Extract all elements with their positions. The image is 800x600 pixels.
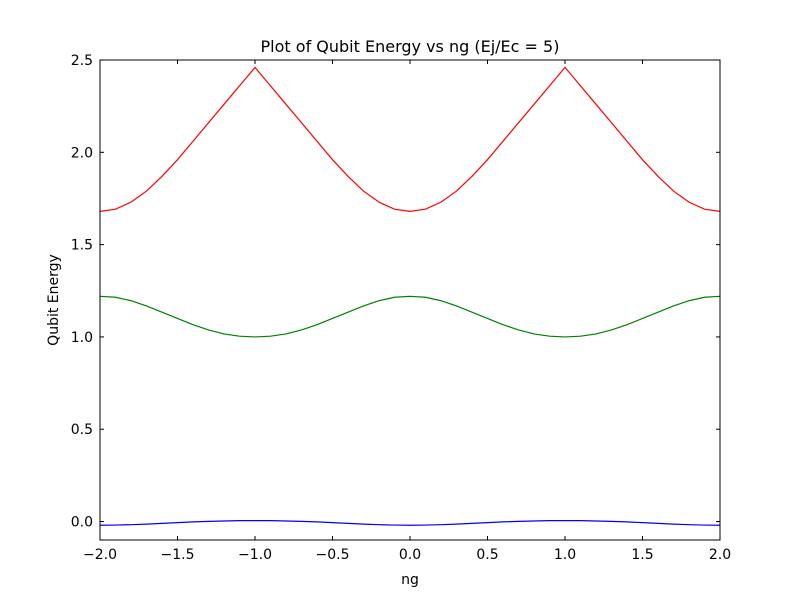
y-tick-label: 2.5 (71, 53, 93, 69)
x-tick-label: −1.5 (161, 547, 195, 563)
y-tick-label: 0.0 (71, 515, 93, 531)
x-tick-label: 1.0 (554, 547, 576, 563)
x-axis-label: ng (401, 572, 419, 588)
series-line-0 (99, 520, 721, 526)
x-tick-label: −0.5 (316, 547, 350, 563)
y-tick-label: 1.5 (71, 238, 93, 254)
x-tick-label: 2.0 (709, 547, 731, 563)
plot-area: −2.0 −1.5 −1.0 −0.5 0.0 0.5 1.0 1.5 2.0 0.0 0.5 1.0… (71, 53, 731, 563)
x-tick-label: −2.0 (83, 547, 117, 563)
x-tick-label: 0.5 (476, 547, 498, 563)
x-tick-label: −1.0 (238, 547, 272, 563)
x-tick-label: 0.0 (399, 547, 421, 563)
y-tick-label: 2.0 (71, 145, 93, 161)
y-tick-label: 1.0 (71, 330, 93, 346)
series-line-2 (99, 66, 721, 212)
ticks-layer: −2.0 −1.5 −1.0 −0.5 0.0 0.5 1.0 1.5 2.0 0.0 0.5 1.0… (71, 53, 731, 563)
x-tick-label: 1.5 (631, 547, 653, 563)
series-line-1 (99, 295, 721, 338)
y-tick-label: 0.5 (71, 422, 93, 438)
y-axis-label: Qubit Energy (46, 254, 62, 346)
chart-title: Plot of Qubit Energy vs ng (Ej/Ec = 5) (261, 37, 560, 56)
series-layer (99, 66, 721, 526)
